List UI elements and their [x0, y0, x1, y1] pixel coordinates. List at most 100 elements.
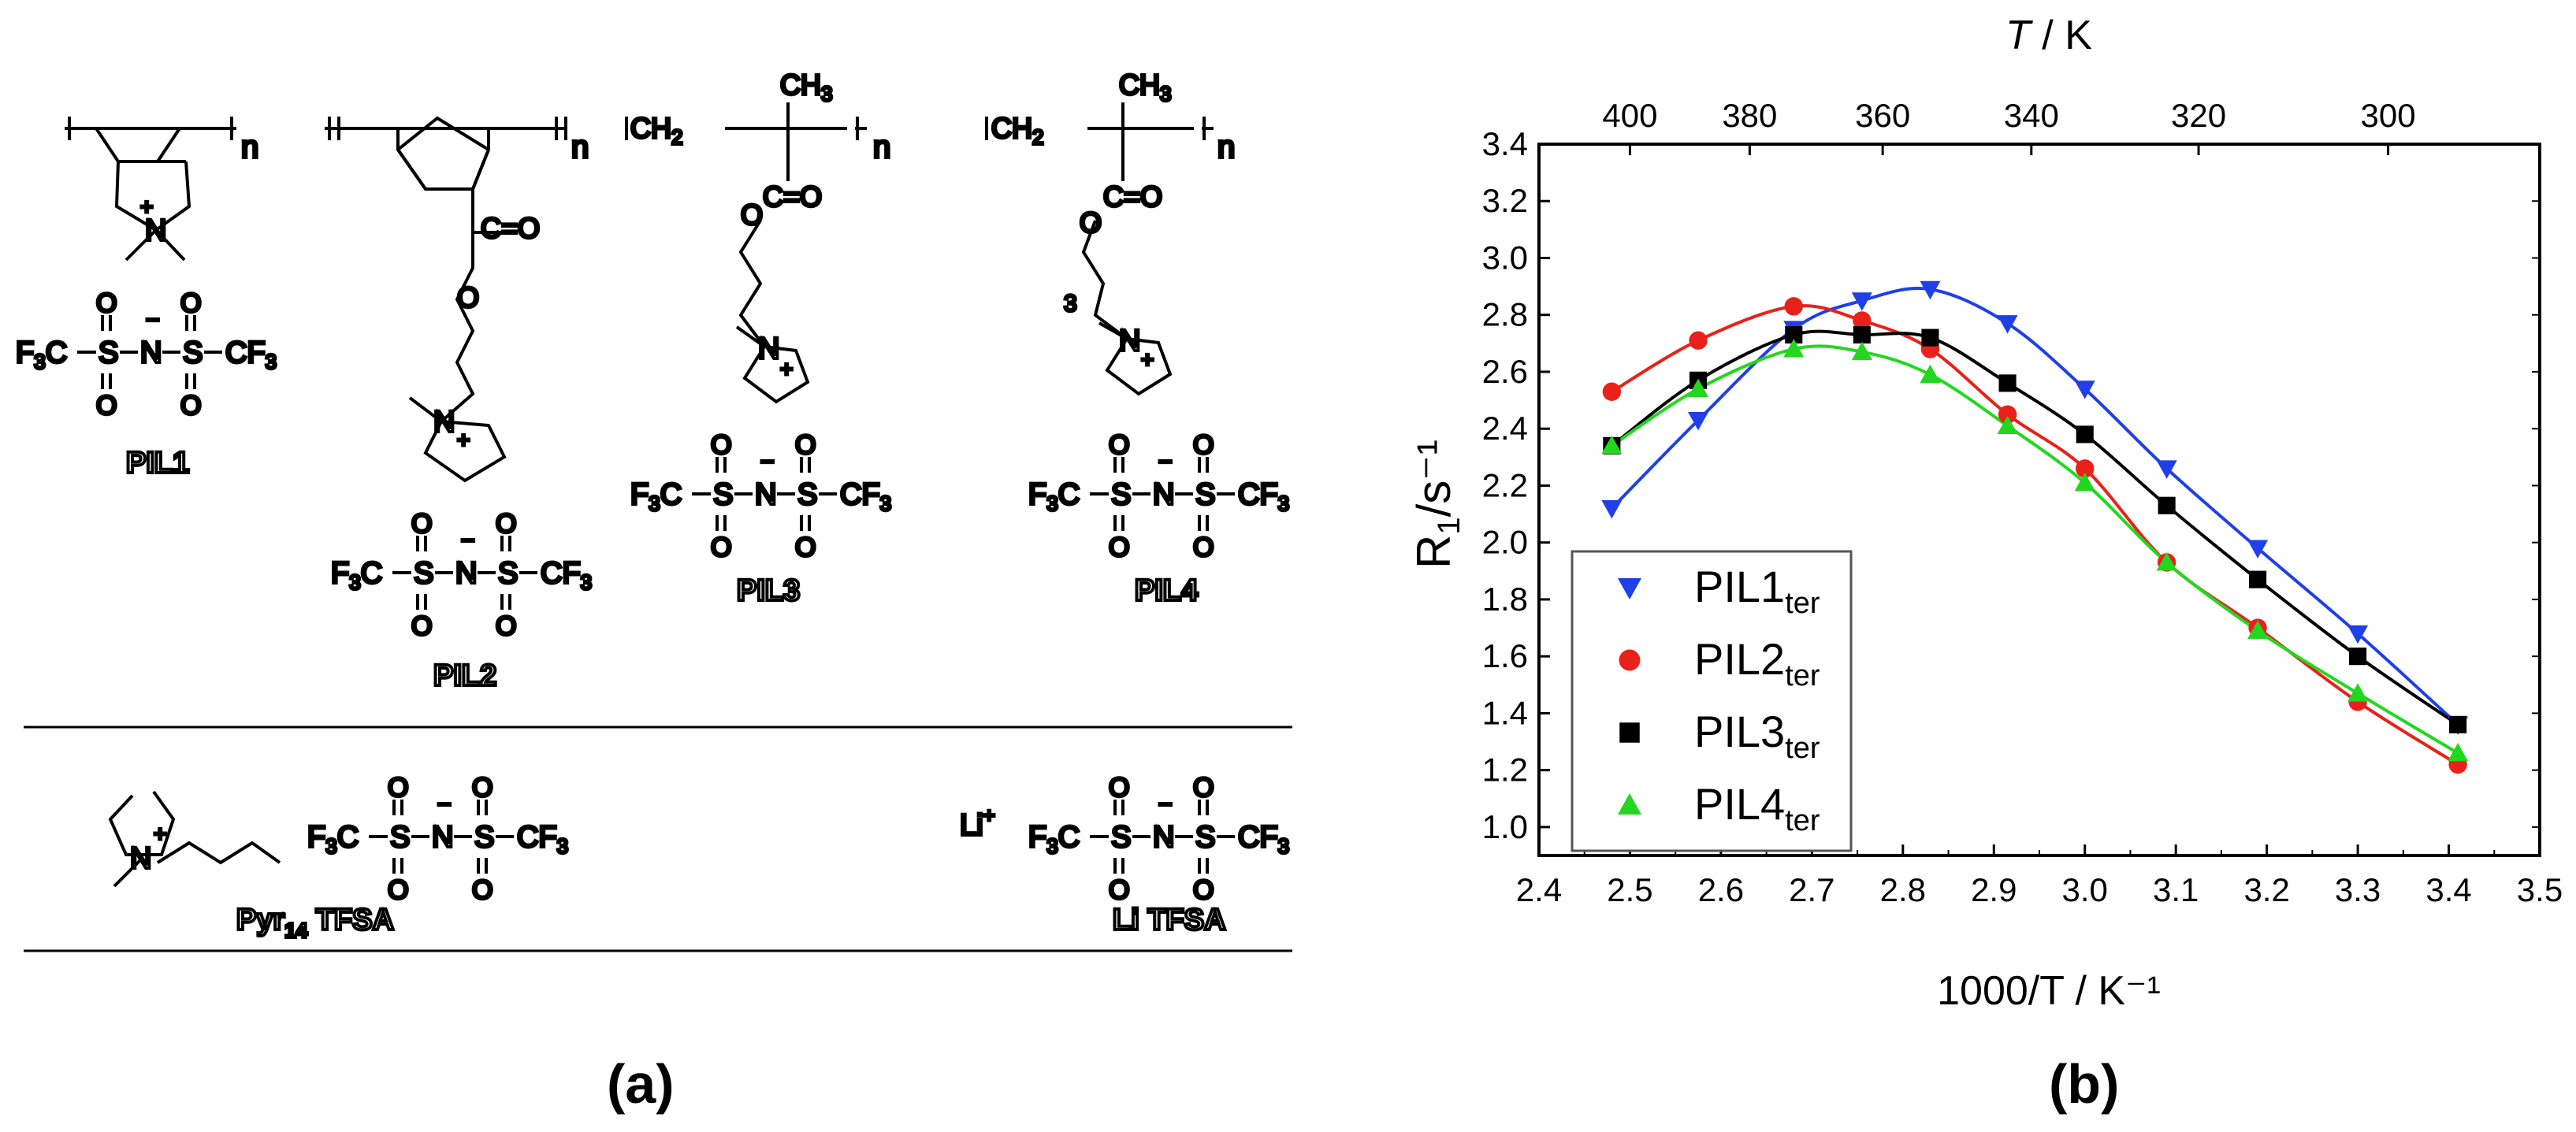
- li-anion-n: N: [1153, 821, 1174, 854]
- li-name: Li TFSA: [1113, 904, 1226, 937]
- pil4-spacer-3: 3: [1064, 291, 1077, 317]
- x-tick-label: 2.8: [1880, 871, 1926, 908]
- pil1-ring-plus: +: [140, 195, 153, 219]
- y-axis-label: R1/s⁻¹: [1407, 440, 1466, 569]
- pil4-anion-minus: −: [1158, 449, 1173, 475]
- pil3-ring-n: N: [758, 332, 779, 366]
- data-point-pil4: [1851, 341, 1872, 361]
- y-tick-label: 1.6: [1482, 637, 1528, 674]
- pyr14-anion-o2: O: [388, 875, 408, 905]
- pyr14-anion-s1: S: [390, 821, 410, 854]
- pil2-anion-s1: S: [414, 557, 433, 590]
- pil4-structure: [985, 102, 1214, 396]
- pil2-anion-o4: O: [496, 611, 516, 641]
- li-anion-minus: −: [1158, 792, 1173, 818]
- pil4-anion-o2: O: [1109, 533, 1129, 562]
- pyr14-anion: F3C S N S CF3: [306, 800, 570, 874]
- pil4-anion-left: F3C: [1028, 478, 1080, 515]
- pil2-anion-o3: O: [496, 509, 516, 539]
- li-anion: F3C S N S CF3: [1027, 800, 1291, 874]
- y-tick-label: 1.0: [1482, 808, 1528, 845]
- pil4-ring-plus: +: [1141, 347, 1154, 372]
- x-tick-label: 2.4: [1516, 871, 1562, 908]
- data-point-pil1: [1997, 315, 2018, 334]
- data-point-pil4: [2247, 620, 2269, 640]
- pil3-anion-minus: −: [760, 449, 775, 475]
- pil4-anion-s1: S: [1111, 478, 1131, 511]
- li-anion-o4: O: [1193, 875, 1214, 905]
- data-point-pil2: [2076, 459, 2095, 478]
- pil2-carbonyl: C=O: [481, 212, 540, 244]
- pil4-anion: F3C S N S CF3: [1027, 457, 1291, 531]
- y-tick-label: 2.8: [1482, 296, 1528, 333]
- y-tick-label: 1.2: [1482, 752, 1528, 789]
- data-point-pil1: [2247, 540, 2269, 559]
- data-point-pil3: [2349, 648, 2367, 666]
- data-point-pil2: [1998, 405, 2017, 424]
- pyr14-anion-n: N: [432, 821, 453, 854]
- legend-marker-pil2: [1619, 649, 1641, 671]
- pil1-anion-o4: O: [180, 391, 201, 421]
- data-point-pil2: [1853, 311, 1872, 330]
- x-axis-ticks: 2.4 2.5 2.6 2.7 2.8 2.9 3.0 3.1 3.2 3.3 3.4 3.5: [1516, 844, 2563, 908]
- data-point-pil3: [2158, 496, 2176, 514]
- y-tick-label: 1.4: [1482, 694, 1528, 731]
- data-point-pil3: [2249, 570, 2267, 588]
- chart-panel-b: 2.4 2.5 2.6 2.7 2.8 2.9 3.0 3.1 3.2 3.3 3.4 3.5 1.0…: [1407, 13, 2563, 1014]
- legend-box: [1571, 550, 1853, 852]
- pyr14-anion-s2: S: [474, 821, 494, 854]
- pil3-name: PIL3: [737, 574, 800, 607]
- data-point-pil1: [2156, 460, 2177, 479]
- pil2-anion-left: F3C: [331, 557, 382, 594]
- x-tick-label: 3.1: [2153, 871, 2199, 908]
- x-tick-label: 3.0: [2062, 871, 2108, 908]
- pil1-repeat-n: n: [241, 130, 258, 165]
- data-point-pil4: [1688, 378, 1709, 398]
- pil2-name: PIL2: [433, 659, 496, 692]
- legend-label-pil2: PIL2ter: [1694, 634, 1820, 692]
- pil1-anion-n: N: [140, 336, 162, 369]
- pyr14-cation: [108, 790, 281, 888]
- pil1-anion-s2: S: [183, 336, 203, 369]
- pil3-anion-right: CF3: [840, 478, 891, 515]
- y-tick-label: 2.4: [1482, 410, 1528, 447]
- top-axis-ticks: 400 380 360 340 320 300: [1602, 97, 2416, 155]
- data-point-pil4: [2448, 742, 2469, 762]
- pil3-repeat-n: n: [873, 130, 890, 165]
- pil1-anion: F3C S N S CF3: [14, 315, 278, 389]
- fit-curve-pil4: [1611, 344, 2459, 755]
- data-point-pil3: [2076, 425, 2094, 444]
- x-tick-label: 2.6: [1698, 871, 1744, 908]
- pil4-repeat-n: n: [1217, 130, 1235, 165]
- pil4-ch3: CH3: [1119, 69, 1171, 106]
- pil4-ring-n: N: [1119, 325, 1140, 358]
- pyr14-anion-minus: −: [437, 792, 452, 818]
- pil1-anion-s1: S: [99, 336, 118, 369]
- data-point-pil4: [1783, 339, 1805, 358]
- legend: PIL1ter PIL2ter PIL3ter PIL4ter: [1571, 550, 1853, 852]
- x-tick-label: 2.7: [1789, 871, 1834, 908]
- legend-label-pil3: PIL3ter: [1694, 707, 1820, 765]
- top-tick-label: 400: [1602, 97, 1657, 134]
- legend-marker-pil4: [1618, 793, 1641, 815]
- pil3-anion-o1: O: [711, 430, 731, 460]
- pyr14-ring-plus: +: [154, 822, 166, 846]
- li-anion-o2: O: [1109, 875, 1129, 905]
- li-anion-o3: O: [1193, 773, 1214, 803]
- data-point-pil4: [1997, 415, 2018, 434]
- x-tick-label: 3.3: [2335, 871, 2381, 908]
- li-anion-s1: S: [1111, 821, 1131, 854]
- top-tick-label: 360: [1855, 97, 1910, 134]
- top-tick-label: 300: [2361, 97, 2416, 134]
- li-anion-o1: O: [1109, 773, 1129, 803]
- pil2-repeat-n: n: [571, 130, 589, 165]
- panel-a-label: (a): [607, 1053, 675, 1115]
- pil1-anion-o3: O: [180, 288, 201, 318]
- panel-b-label: (b): [2049, 1053, 2119, 1115]
- data-point-pil2: [1602, 382, 1622, 401]
- legend-marker-pil3: [1619, 722, 1640, 743]
- data-point-pil1: [1920, 280, 1941, 300]
- pil4-ester-o: O: [1080, 206, 1102, 239]
- pil3-ch2: CH2: [630, 112, 682, 149]
- pil3-ester-o: O: [741, 199, 763, 231]
